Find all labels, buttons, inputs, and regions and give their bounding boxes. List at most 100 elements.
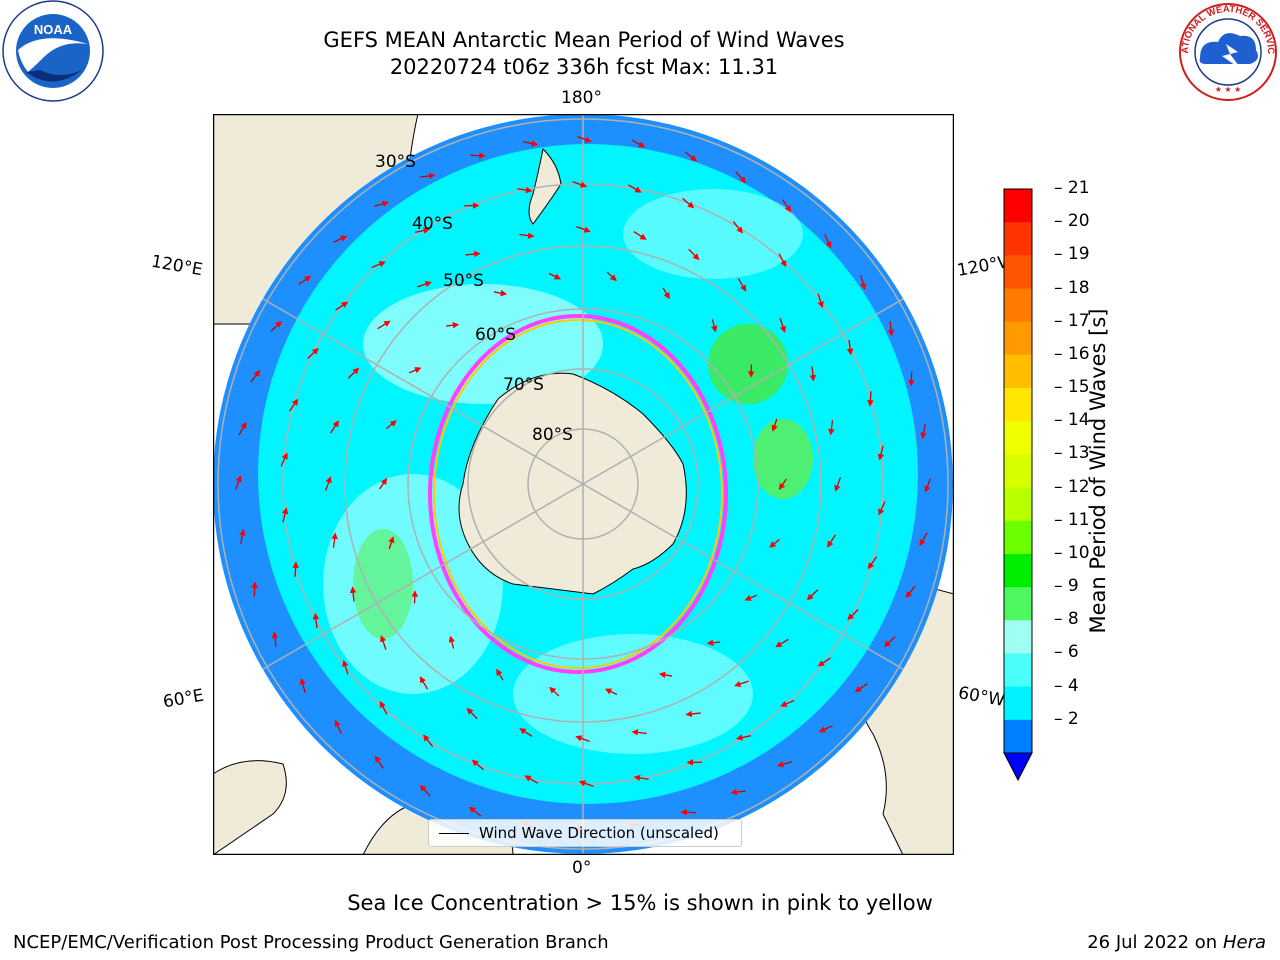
wind-wave-arrow bbox=[330, 420, 339, 434]
wind-wave-arrow bbox=[386, 420, 397, 430]
colorbar-cell bbox=[1004, 421, 1032, 455]
wind-wave-arrow bbox=[524, 775, 538, 784]
colorbar-tick-label: – 20 bbox=[1054, 211, 1090, 232]
wind-wave-arrow bbox=[780, 699, 795, 707]
colorbar-cell bbox=[1004, 189, 1032, 223]
wind-wave-arrow bbox=[771, 418, 778, 432]
wind-wave-direction-arrows bbox=[234, 135, 932, 833]
wind-wave-arrow bbox=[324, 476, 332, 491]
wind-wave-arrow bbox=[419, 676, 429, 690]
wind-wave-arrow bbox=[576, 225, 591, 233]
map-title: GEFS MEAN Antarctic Mean Period of Wind … bbox=[323, 28, 845, 52]
wind-wave-arrow bbox=[347, 367, 360, 379]
colorbar-cell bbox=[1004, 553, 1032, 588]
wind-wave-arrow bbox=[776, 761, 792, 768]
wind-wave-arrow bbox=[379, 477, 388, 490]
colorbar-cell bbox=[1004, 354, 1032, 389]
colorbar-cell bbox=[1004, 222, 1032, 256]
wind-wave-arrow bbox=[867, 556, 878, 570]
wind-wave-arrow bbox=[887, 321, 895, 337]
wind-wave-arrow bbox=[744, 594, 758, 601]
wind-wave-arrow bbox=[782, 199, 792, 213]
wind-wave-arrow bbox=[737, 278, 747, 292]
lat-label-30s: 30°S bbox=[375, 152, 416, 172]
wind-wave-arrow bbox=[846, 339, 854, 356]
colorbar-tick-label: – 16 bbox=[1054, 343, 1090, 364]
wind-wave-arrow bbox=[251, 581, 258, 597]
wind-wave-arrow bbox=[333, 235, 348, 243]
colorbar-cell bbox=[1004, 719, 1032, 754]
wind-wave-arrow bbox=[468, 806, 482, 817]
wind-wave-arrow bbox=[331, 532, 338, 548]
legend-label: Wind Wave Direction (unscaled) bbox=[479, 824, 719, 842]
wind-wave-arrow bbox=[834, 477, 842, 492]
wind-wave-arrow bbox=[334, 719, 342, 734]
wind-wave-arrow bbox=[817, 293, 824, 309]
wind-wave-arrow bbox=[809, 366, 817, 382]
antarctica-land bbox=[458, 372, 687, 595]
lon-label-180: 180° bbox=[561, 88, 602, 108]
colorbar-tick-label: – 10 bbox=[1054, 542, 1090, 563]
wind-wave-arrow bbox=[374, 755, 384, 769]
wind-wave-arrow bbox=[818, 725, 833, 733]
wind-wave-arrow bbox=[388, 536, 395, 550]
colorbar-cell bbox=[1004, 487, 1032, 522]
wind-wave-arrow bbox=[662, 287, 670, 300]
wind-wave-arrow bbox=[730, 788, 746, 796]
colorbar-cell bbox=[1004, 520, 1032, 555]
wind-wave-arrow bbox=[924, 478, 932, 493]
wind-wave-arrow bbox=[575, 735, 590, 743]
wind-wave-arrow bbox=[470, 152, 486, 159]
colorbar-cell bbox=[1004, 321, 1032, 356]
lon-label-60e: 60°E bbox=[161, 685, 206, 713]
wind-wave-arrow bbox=[335, 301, 349, 311]
wind-wave-arrow bbox=[466, 707, 478, 720]
map-canvas bbox=[213, 114, 954, 855]
wind-wave-arrow bbox=[680, 809, 696, 816]
wind-wave-arrow bbox=[270, 320, 283, 332]
lon-label-120e: 120°E bbox=[149, 251, 205, 281]
colorbar-cell bbox=[1004, 686, 1032, 721]
wind-wave-arrow bbox=[448, 635, 455, 649]
colorbar-tick-label: – 13 bbox=[1054, 443, 1090, 464]
wind-wave-arrow bbox=[281, 507, 289, 523]
wind-wave-arrow bbox=[549, 686, 560, 697]
wind-wave-arrow bbox=[471, 759, 484, 771]
map-subtitle-run-info: 20220724 t06z 336h fcst Max: 11.31 bbox=[389, 55, 779, 79]
wind-wave-arrow bbox=[779, 318, 787, 333]
lat-label-80s: 80°S bbox=[532, 425, 573, 445]
colorbar bbox=[1003, 188, 1033, 782]
colorbar-tick-label: – 4 bbox=[1054, 675, 1079, 696]
colorbar-cell bbox=[1004, 653, 1032, 688]
footer-date: 26 Jul 2022 on Hera bbox=[1087, 932, 1266, 953]
colorbar-cell bbox=[1004, 288, 1032, 323]
wind-wave-arrow bbox=[292, 561, 299, 577]
wind-wave-arrow bbox=[280, 452, 288, 467]
wind-wave-arrow bbox=[824, 234, 832, 249]
wind-wave-arrow bbox=[377, 320, 391, 330]
wind-wave-arrow bbox=[775, 638, 789, 648]
noaa-logo: NOAA bbox=[2, 0, 104, 102]
wind-wave-arrow bbox=[578, 780, 594, 787]
lat-label-70s: 70°S bbox=[503, 375, 544, 395]
wind-wave-arrow bbox=[735, 171, 747, 184]
wind-wave-arrow bbox=[688, 248, 700, 261]
wind-wave-arrow bbox=[517, 186, 533, 194]
wind-wave-arrow bbox=[631, 729, 647, 736]
wind-wave-arrow bbox=[548, 272, 562, 280]
colorbar-tick-label: – 9 bbox=[1054, 576, 1079, 597]
wind-wave-arrow bbox=[684, 151, 698, 162]
colorbar-cell bbox=[1004, 620, 1032, 654]
sea-ice-note: Sea Ice Concentration > 15% is shown in … bbox=[347, 891, 933, 915]
wind-wave-arrow bbox=[854, 683, 868, 693]
colorbar-tick-label: – 6 bbox=[1054, 642, 1079, 663]
wind-wave-arrow bbox=[298, 275, 312, 285]
wind-wave-arrow bbox=[806, 589, 819, 601]
wind-wave-arrow bbox=[519, 232, 535, 239]
footer-host: Hera bbox=[1222, 932, 1266, 953]
colorbar-cell bbox=[1004, 255, 1032, 290]
wind-wave-arrow bbox=[860, 275, 867, 291]
africa-land bbox=[213, 760, 287, 855]
wind-wave-arrow bbox=[374, 200, 390, 207]
colorbar-tick-label: – 19 bbox=[1054, 244, 1090, 265]
